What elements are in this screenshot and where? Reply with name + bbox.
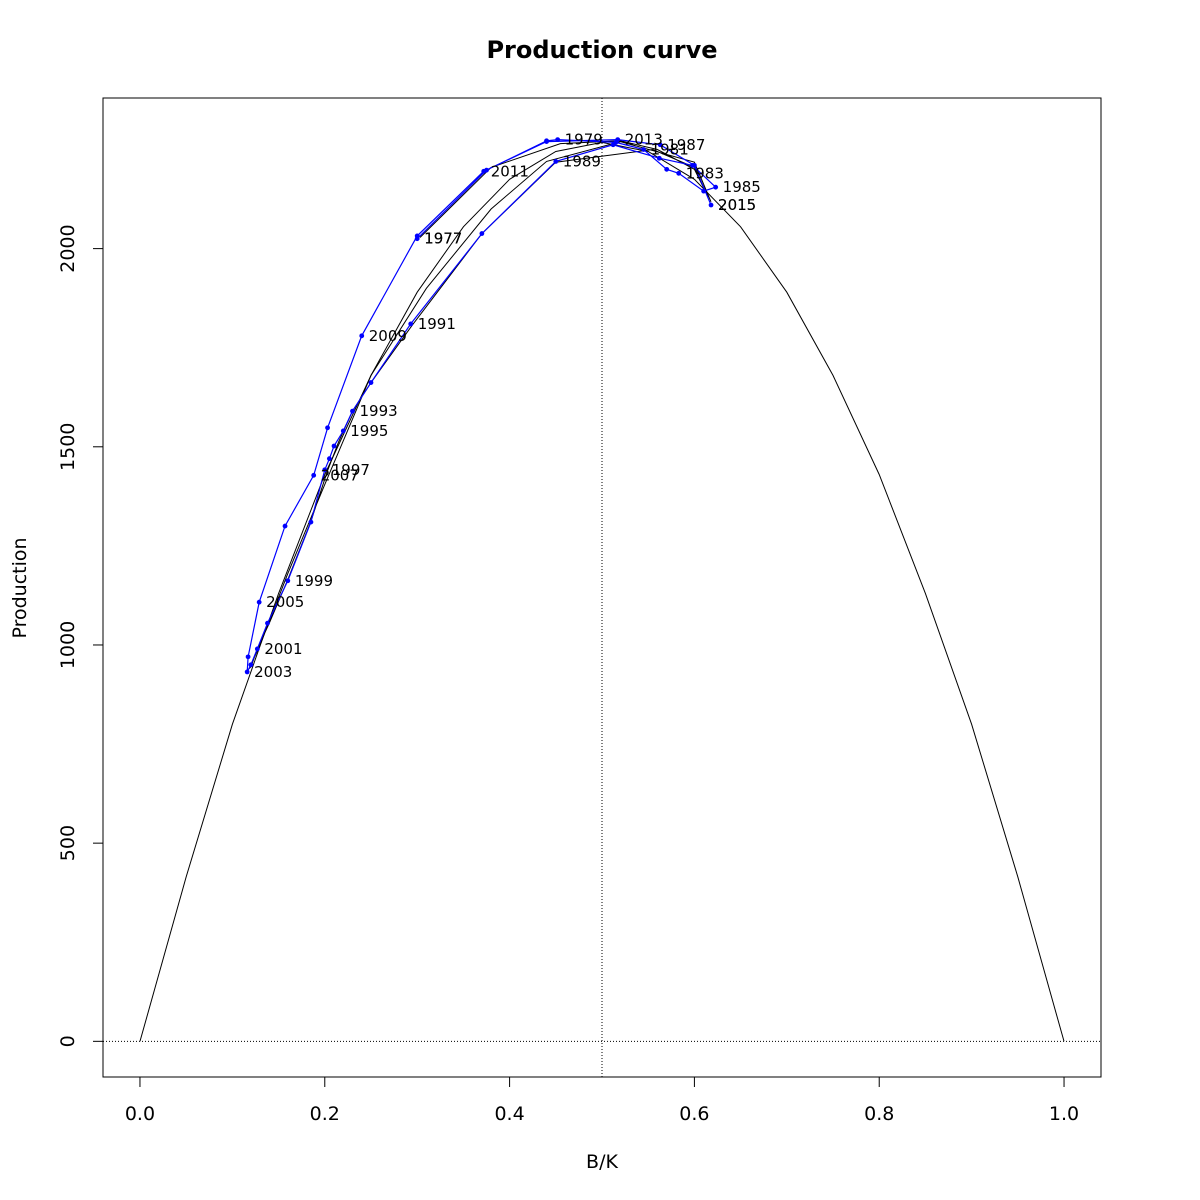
y-tick-label: 1000: [57, 621, 79, 669]
observed-point: [664, 166, 670, 172]
observed-point: [615, 137, 621, 143]
year-label: 2015: [718, 196, 756, 214]
observed-point: [256, 599, 262, 605]
year-label: 1999: [295, 572, 333, 590]
y-tick-label: 500: [57, 825, 79, 861]
x-tick-label: 0.0: [125, 1103, 155, 1125]
observed-point: [713, 184, 719, 190]
observed-point: [248, 662, 254, 668]
observed-point: [359, 333, 365, 339]
observed-point: [641, 147, 646, 152]
year-label: 2007: [321, 466, 359, 484]
observed-point: [244, 669, 250, 675]
year-label: 1995: [350, 422, 388, 440]
x-tick-label: 0.8: [864, 1103, 894, 1125]
observed-point: [285, 578, 291, 584]
observed-point: [350, 408, 355, 414]
observed-point: [555, 137, 561, 143]
fitted-trajectory-layer: [248, 140, 712, 670]
observed-series-layer: [244, 137, 719, 675]
chart-title: Production curve: [486, 36, 717, 64]
y-tick-label: 2000: [57, 224, 79, 272]
y-tick-label: 1500: [57, 423, 79, 471]
year-label: 1991: [418, 315, 456, 333]
year-labels-layer: 1977197719791981198319851987198919911993…: [254, 131, 761, 681]
observed-point: [308, 519, 314, 525]
year-label: 2005: [266, 593, 304, 611]
observed-point: [331, 443, 337, 449]
fitted-trajectory-line: [248, 140, 712, 670]
observed-point: [245, 654, 251, 660]
year-label: 2015: [718, 196, 756, 214]
observed-point: [414, 233, 420, 239]
reference-lines: [103, 98, 1101, 1077]
y-tick-label: 0: [57, 1035, 79, 1047]
observed-point: [325, 425, 330, 431]
year-label: 2001: [264, 640, 302, 658]
year-label: 1993: [360, 402, 398, 420]
observed-point: [656, 155, 662, 161]
observed-point: [340, 428, 346, 434]
x-tick-label: 0.4: [494, 1103, 524, 1125]
year-label: 1987: [667, 136, 705, 154]
observed-point: [311, 472, 317, 478]
observed-point: [657, 142, 663, 148]
year-label: 2013: [625, 131, 663, 149]
observed-point: [479, 231, 485, 236]
x-tick-label: 0.2: [310, 1103, 340, 1125]
year-label: 1997: [332, 461, 370, 479]
year-label: 2003: [254, 663, 292, 681]
observed-point: [553, 159, 559, 164]
model-curve-line: [139, 141, 1065, 1042]
observed-point: [282, 523, 288, 529]
year-label: 1977: [424, 230, 462, 248]
observed-point: [265, 620, 270, 626]
observed-point: [254, 646, 260, 652]
x-axis: 0.0 0.2 0.4 0.6 0.8 1.0: [125, 1076, 1079, 1125]
observed-point: [481, 168, 487, 174]
observed-point: [708, 202, 714, 208]
year-label: 2009: [369, 327, 407, 345]
y-axis-label: Production: [9, 537, 31, 638]
observed-series-line: [246, 138, 717, 673]
observed-point: [368, 380, 374, 385]
observed-point: [544, 139, 549, 144]
observed-point: [322, 467, 328, 473]
y-axis: 0 500 1000 1500 2000: [57, 224, 104, 1047]
observed-point: [701, 188, 707, 194]
observed-point: [676, 170, 682, 176]
year-label: 1979: [565, 131, 603, 149]
year-label: 1983: [686, 164, 724, 182]
x-tick-label: 0.6: [679, 1103, 709, 1125]
x-tick-label: 1.0: [1049, 1103, 1079, 1125]
year-label: 1977: [424, 230, 462, 248]
x-axis-label: B/K: [586, 1151, 618, 1173]
observed-point: [610, 142, 616, 148]
year-label: 1981: [651, 141, 689, 159]
year-label: 1989: [563, 152, 601, 170]
observed-point: [692, 162, 697, 168]
year-label: 2011: [491, 162, 529, 180]
observed-point: [408, 321, 414, 327]
observed-point: [326, 456, 332, 462]
model-curve-layer: [139, 141, 1065, 1042]
year-label: 1985: [723, 178, 761, 196]
